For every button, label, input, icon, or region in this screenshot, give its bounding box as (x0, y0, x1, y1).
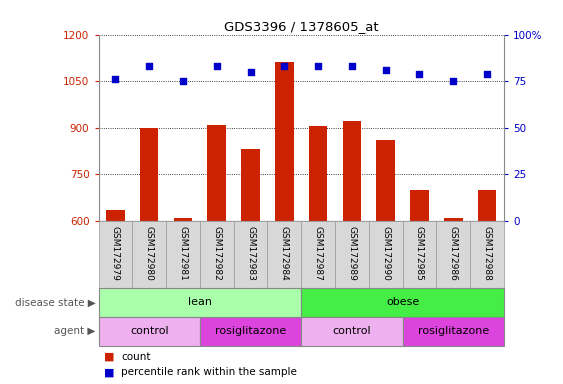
Bar (309, 126, 328, 221)
Point (449, 78, 458, 84)
Text: control: control (130, 326, 168, 336)
Bar (301, 221, 335, 288)
Text: ■: ■ (104, 352, 115, 362)
Text: rosiglitazone: rosiglitazone (215, 326, 286, 336)
Text: count: count (121, 352, 150, 362)
Text: GSM172985: GSM172985 (415, 226, 424, 281)
Bar (477, 190, 497, 221)
Bar (166, 221, 200, 288)
Bar (470, 221, 504, 288)
Point (280, 63, 289, 69)
Point (246, 69, 255, 75)
Bar (234, 221, 267, 288)
Bar (335, 221, 369, 288)
Text: GSM172982: GSM172982 (212, 226, 221, 281)
Bar (99, 221, 132, 288)
Bar (436, 221, 470, 288)
Bar (376, 140, 395, 221)
Bar (403, 317, 504, 346)
Point (212, 63, 221, 69)
Text: GSM172981: GSM172981 (178, 226, 187, 281)
Text: control: control (333, 326, 371, 336)
Text: GSM172988: GSM172988 (482, 226, 491, 281)
Text: GSM172989: GSM172989 (347, 226, 356, 281)
Bar (140, 127, 159, 221)
Bar (173, 218, 193, 221)
Point (314, 63, 323, 69)
Bar (99, 317, 200, 346)
Title: GDS3396 / 1378605_at: GDS3396 / 1378605_at (224, 20, 378, 33)
Point (347, 63, 356, 69)
Bar (132, 221, 166, 288)
Text: lean: lean (188, 297, 212, 308)
Bar (99, 288, 301, 317)
Bar (106, 210, 125, 221)
Text: ■: ■ (104, 367, 115, 377)
Point (482, 71, 491, 77)
Text: GSM172987: GSM172987 (314, 226, 323, 281)
Bar (342, 121, 361, 221)
Text: GSM172980: GSM172980 (145, 226, 154, 281)
Bar (275, 63, 294, 221)
Text: rosiglitazone: rosiglitazone (418, 326, 489, 336)
Bar (410, 190, 429, 221)
Bar (200, 221, 234, 288)
Bar (301, 288, 504, 317)
Text: GSM172983: GSM172983 (246, 226, 255, 281)
Bar (369, 221, 403, 288)
Text: GSM172986: GSM172986 (449, 226, 458, 281)
Bar (207, 124, 226, 221)
Text: disease state ▶: disease state ▶ (15, 297, 96, 308)
Bar (241, 149, 260, 221)
Point (415, 71, 424, 77)
Text: GSM172979: GSM172979 (111, 226, 120, 281)
Point (178, 78, 187, 84)
Point (145, 63, 154, 69)
Text: agent ▶: agent ▶ (55, 326, 96, 336)
Text: GSM172990: GSM172990 (381, 226, 390, 281)
Point (111, 76, 120, 82)
Text: GSM172984: GSM172984 (280, 226, 289, 281)
Bar (301, 317, 403, 346)
Bar (403, 221, 436, 288)
Bar (444, 218, 462, 221)
Point (381, 67, 390, 73)
Text: obese: obese (386, 297, 419, 308)
Text: percentile rank within the sample: percentile rank within the sample (121, 367, 297, 377)
Bar (200, 317, 301, 346)
Bar (267, 221, 301, 288)
